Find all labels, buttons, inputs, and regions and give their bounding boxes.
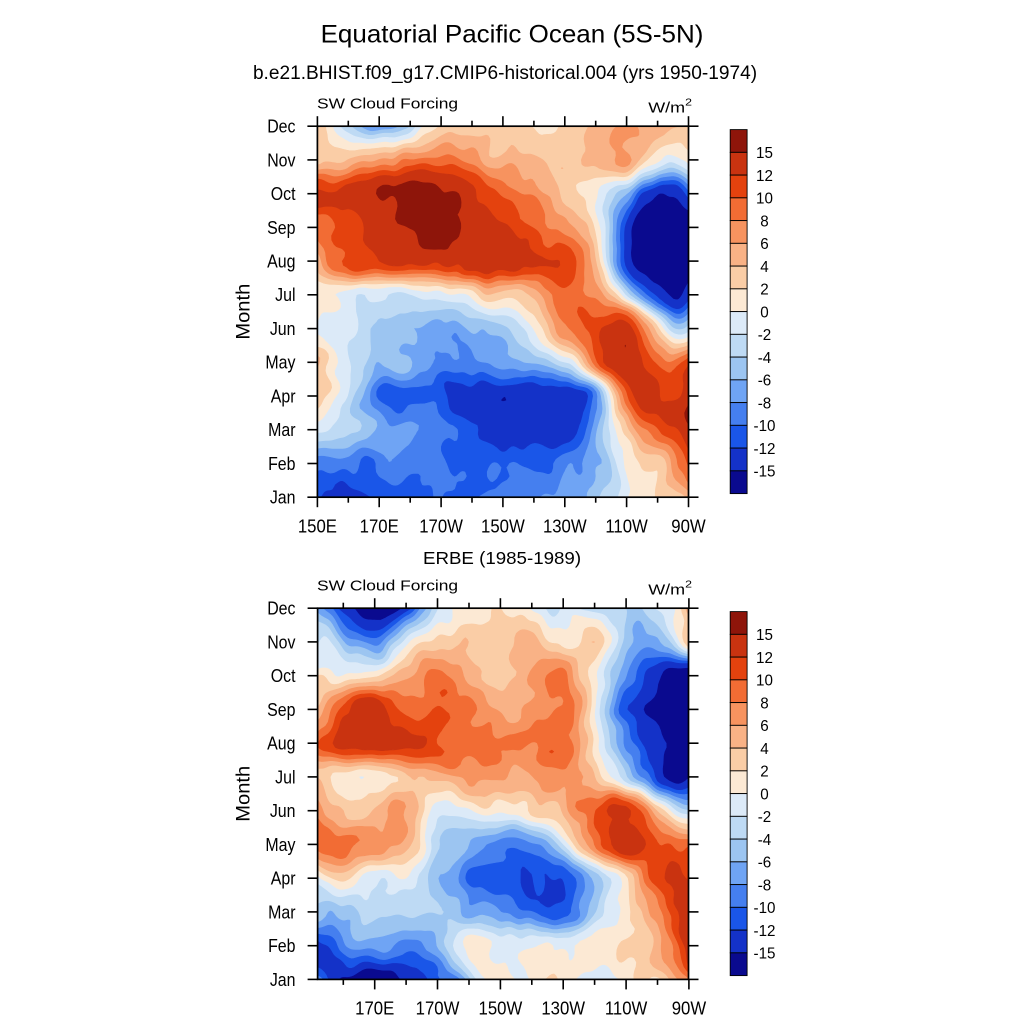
svg-text:-4: -4 [758,831,772,848]
svg-text:12: 12 [756,167,773,184]
svg-text:10: 10 [756,672,773,689]
svg-text:Equatorial Pacific Ocean (5S-5: Equatorial Pacific Ocean (5S-5N) [321,21,704,48]
svg-text:170E: 170E [360,516,399,537]
svg-text:Feb: Feb [268,936,295,956]
svg-text:90W: 90W [672,998,707,1019]
svg-text:150E: 150E [298,516,337,537]
svg-text:10: 10 [756,190,773,207]
svg-text:Oct: Oct [271,666,296,686]
svg-text:110W: 110W [605,998,648,1019]
svg-text:15: 15 [756,145,773,162]
svg-text:Aug: Aug [267,252,295,272]
svg-text:-10: -10 [754,900,776,917]
svg-text:Dec: Dec [267,117,296,137]
svg-text:Nov: Nov [267,150,296,170]
svg-text:-15: -15 [754,945,776,962]
svg-text:-2: -2 [758,809,772,826]
svg-text:SW Cloud Forcing: SW Cloud Forcing [317,577,458,594]
svg-text:4: 4 [760,740,769,757]
svg-text:8: 8 [760,695,768,712]
svg-text:Month: Month [233,284,254,340]
svg-text:170W: 170W [419,516,463,537]
svg-text:May: May [265,353,296,373]
svg-text:6: 6 [760,236,768,253]
svg-text:150W: 150W [481,516,525,537]
svg-text:Jan: Jan [270,970,296,990]
svg-text:2: 2 [760,281,768,298]
svg-text:-8: -8 [758,877,772,894]
svg-text:W/m2: W/m2 [648,580,692,599]
svg-text:-8: -8 [758,395,772,412]
svg-text:170E: 170E [355,998,394,1019]
svg-text:b.e21.BHIST.f09_g17.CMIP6-hist: b.e21.BHIST.f09_g17.CMIP6-historical.004… [253,63,757,84]
svg-text:4: 4 [760,258,769,275]
svg-text:15: 15 [756,627,773,644]
svg-text:0: 0 [760,786,769,803]
svg-text:-2: -2 [758,327,772,344]
svg-text:Dec: Dec [267,599,296,619]
svg-text:Mar: Mar [268,420,296,440]
svg-text:May: May [265,835,296,855]
svg-text:-6: -6 [758,372,772,389]
svg-text:Sep: Sep [267,218,295,238]
svg-text:Feb: Feb [268,454,295,474]
svg-text:Mar: Mar [268,902,296,922]
svg-text:-4: -4 [758,349,772,366]
svg-text:Sep: Sep [267,700,295,720]
svg-text:Oct: Oct [271,184,296,204]
svg-text:6: 6 [760,718,768,735]
svg-text:Aug: Aug [267,734,295,754]
svg-text:Apr: Apr [271,869,296,889]
svg-text:W/m2: W/m2 [648,98,692,117]
svg-text:-12: -12 [754,440,776,457]
svg-text:-12: -12 [754,922,776,939]
svg-text:-15: -15 [754,463,776,480]
svg-text:130W: 130W [543,516,587,537]
svg-text:-10: -10 [754,418,776,435]
svg-text:Jun: Jun [270,319,296,339]
svg-text:Jul: Jul [275,285,295,305]
svg-text:SW Cloud Forcing: SW Cloud Forcing [317,95,458,112]
svg-text:Jan: Jan [270,488,296,508]
svg-text:Month: Month [233,766,254,822]
svg-text:110W: 110W [605,516,648,537]
svg-text:Jun: Jun [270,801,296,821]
svg-text:0: 0 [760,304,769,321]
svg-text:ERBE (1985-1989): ERBE (1985-1989) [423,548,581,567]
svg-text:Apr: Apr [271,386,296,406]
svg-text:130W: 130W [541,998,585,1019]
svg-text:90W: 90W [671,516,706,537]
svg-text:12: 12 [756,649,773,666]
svg-text:-6: -6 [758,854,772,871]
svg-text:170W: 170W [416,998,460,1019]
svg-text:Jul: Jul [275,767,295,787]
svg-text:Nov: Nov [267,632,296,652]
svg-text:2: 2 [760,763,768,780]
svg-text:150W: 150W [479,998,523,1019]
svg-text:8: 8 [760,213,768,230]
